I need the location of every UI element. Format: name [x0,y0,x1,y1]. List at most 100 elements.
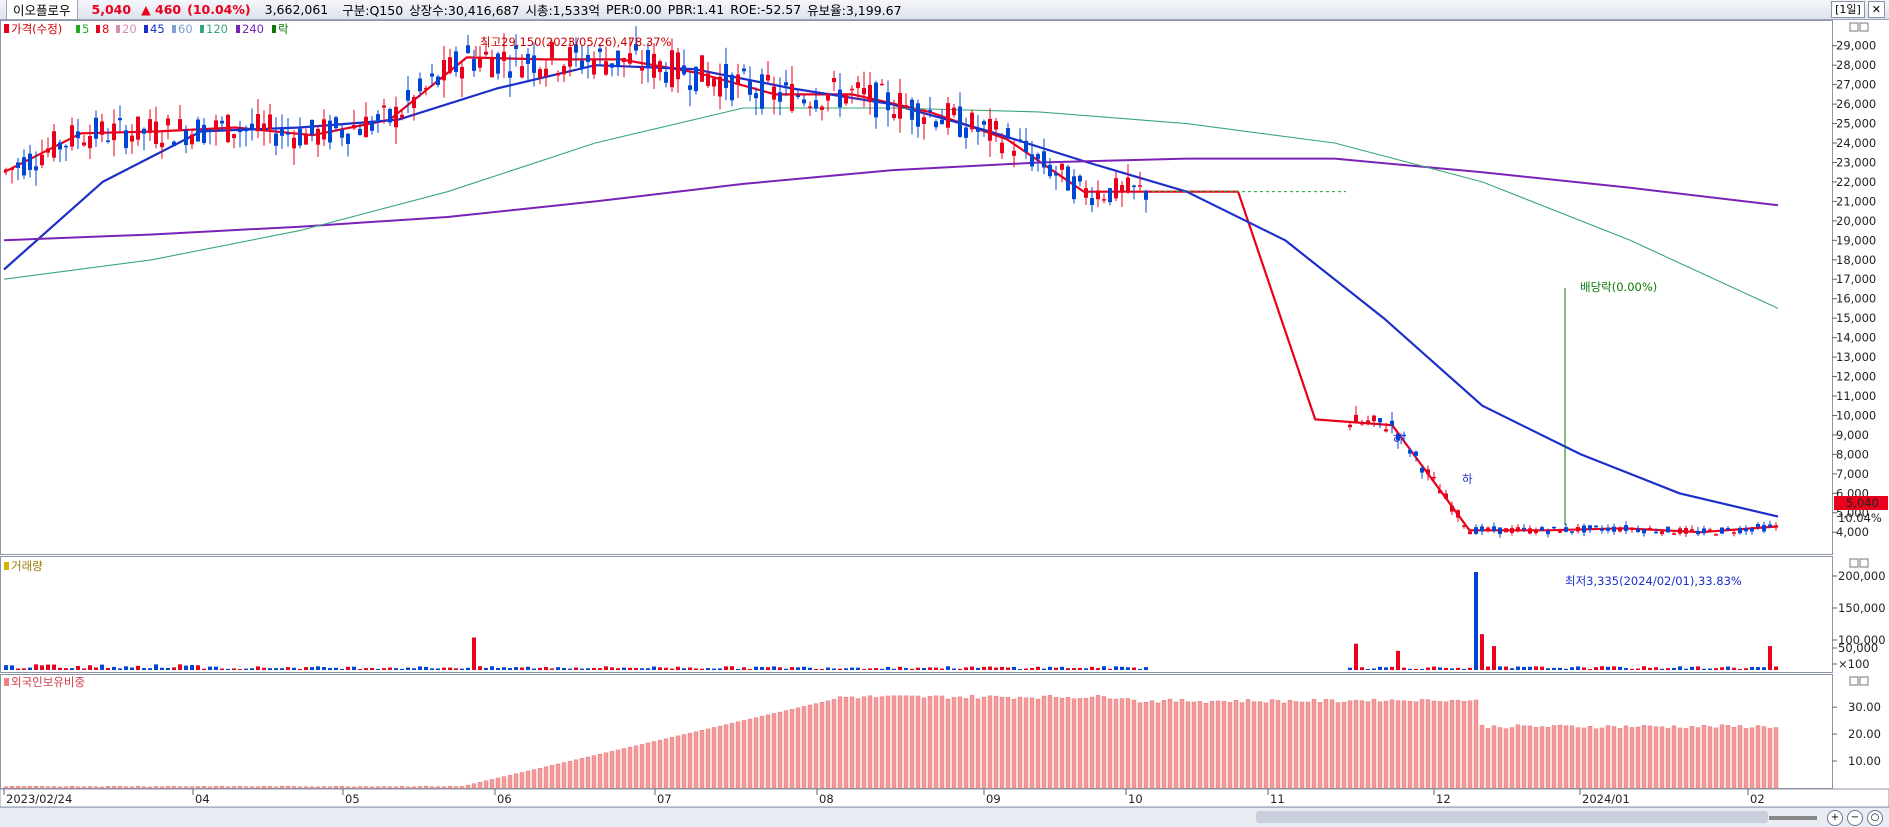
period-button[interactable]: [1일] [1831,1,1865,18]
foreign-bar [1443,701,1449,789]
candle-body [1090,198,1094,205]
candle-body [712,78,716,87]
volume-bar [64,668,68,670]
y-tick-label: 17,000 [1836,272,1876,286]
foreign-bar [897,695,903,789]
candle-body [1078,175,1082,182]
foreign-bar [273,786,279,789]
foreign-bar [1221,701,1227,789]
volume-bar [964,667,968,670]
volume-bar [1456,667,1460,670]
volume-bar [1072,668,1076,670]
foreign-bar [537,767,543,789]
volume-y-label: ×100 [1838,657,1870,671]
volume-bar [1354,643,1358,670]
candle-body [1564,527,1568,532]
candle-body [508,71,512,78]
foreign-bar [735,721,741,789]
volume-bar [610,667,614,670]
volume-bar [262,667,266,670]
volume-bar [1756,667,1760,670]
volume-bar [1084,668,1088,670]
candle-body [244,127,248,132]
foreign-bar [1383,700,1389,789]
foreign-bar [729,723,735,789]
volume-bars [4,572,1778,670]
foreign-bar [45,786,51,789]
foreign-bar [1485,728,1491,789]
volume-bar [112,666,116,670]
volume-bar [676,666,680,670]
volume-bar [232,668,236,670]
candle-body [796,95,800,97]
stock-name[interactable]: 이오플로우 [6,0,78,20]
foreign-bar [1113,698,1119,789]
foreign-bar [1551,725,1557,789]
y-tick-label: 10,000 [1836,408,1876,422]
foreign-bar [465,784,471,789]
foreign-bar [33,785,39,789]
foreign-bar [867,695,873,789]
volume-bar [1762,667,1766,670]
quote-header-bar: 이오플로우 5,040 ▲ 460 (10.04%) 3,662,061 구분:… [0,0,1889,20]
volume-bar [1132,667,1136,670]
foreign-bar [321,786,327,789]
foreign-bar [1017,696,1023,789]
foreign-bar [675,735,681,789]
volume-bar [1048,666,1052,670]
foreign-bar [297,786,303,789]
volume-bar [274,668,278,670]
candle-body [40,154,44,166]
candle-body [574,44,578,53]
foreign-bar [741,720,747,789]
candle-body [1006,128,1010,138]
foreign-bar [615,749,621,789]
candle-body [4,169,8,172]
candle-body [298,128,302,146]
foreign-bar [1059,697,1065,789]
volume-bar [208,666,212,670]
volume-title: 거래량 [11,559,43,573]
legend-swatch [96,25,100,33]
volume-bar [250,668,254,670]
candle-body [1462,525,1466,527]
foreign-bar [501,776,507,789]
chart-scrollbar[interactable]: + − ○ [0,807,1889,827]
x-tick-label: 12 [1436,792,1451,806]
candle-body [544,68,548,77]
foreign-bar [159,786,165,789]
scroll-thumb[interactable] [1256,811,1768,823]
foreign-bar [657,739,663,789]
volume-bar [10,665,14,670]
zoom-reset-icon[interactable]: ○ [1867,810,1883,826]
candle-body [1492,526,1496,531]
zoom-in-icon[interactable]: + [1827,810,1843,826]
zoom-slider[interactable] [1769,816,1817,820]
dividend-annotation: 배당락(0.00%) [1580,280,1657,294]
candle-body [400,114,404,118]
y-tick-label: 22,000 [1836,175,1876,189]
foreign-bar [483,780,489,789]
volume-bar [1378,666,1382,670]
candle-body [1030,154,1034,167]
foreign-bars [3,695,1779,789]
candle-body [1024,140,1028,153]
foreign-bar [1197,701,1203,789]
volume-bar [514,667,518,670]
volume-bar [1420,668,1424,670]
volume-bar [1564,668,1568,670]
zoom-out-icon[interactable]: − [1847,810,1863,826]
candle-body [784,82,788,86]
candle-body [1576,527,1580,532]
volume-bar [1696,666,1700,670]
close-icon[interactable]: ✕ [1867,1,1885,18]
foreign-bar [1281,702,1287,789]
volume-bar [1516,666,1520,670]
candle-body [418,78,422,92]
foreign-bar [801,706,807,789]
stock-chart[interactable]: 29,000 28,000 27,000 26,000 25,000 24,000 23,0… [0,0,1889,807]
x-tick-label: 2023/02/24 [6,792,72,806]
candle-body [898,92,902,119]
volume-bar [1492,646,1496,670]
candle-body [1696,530,1700,535]
